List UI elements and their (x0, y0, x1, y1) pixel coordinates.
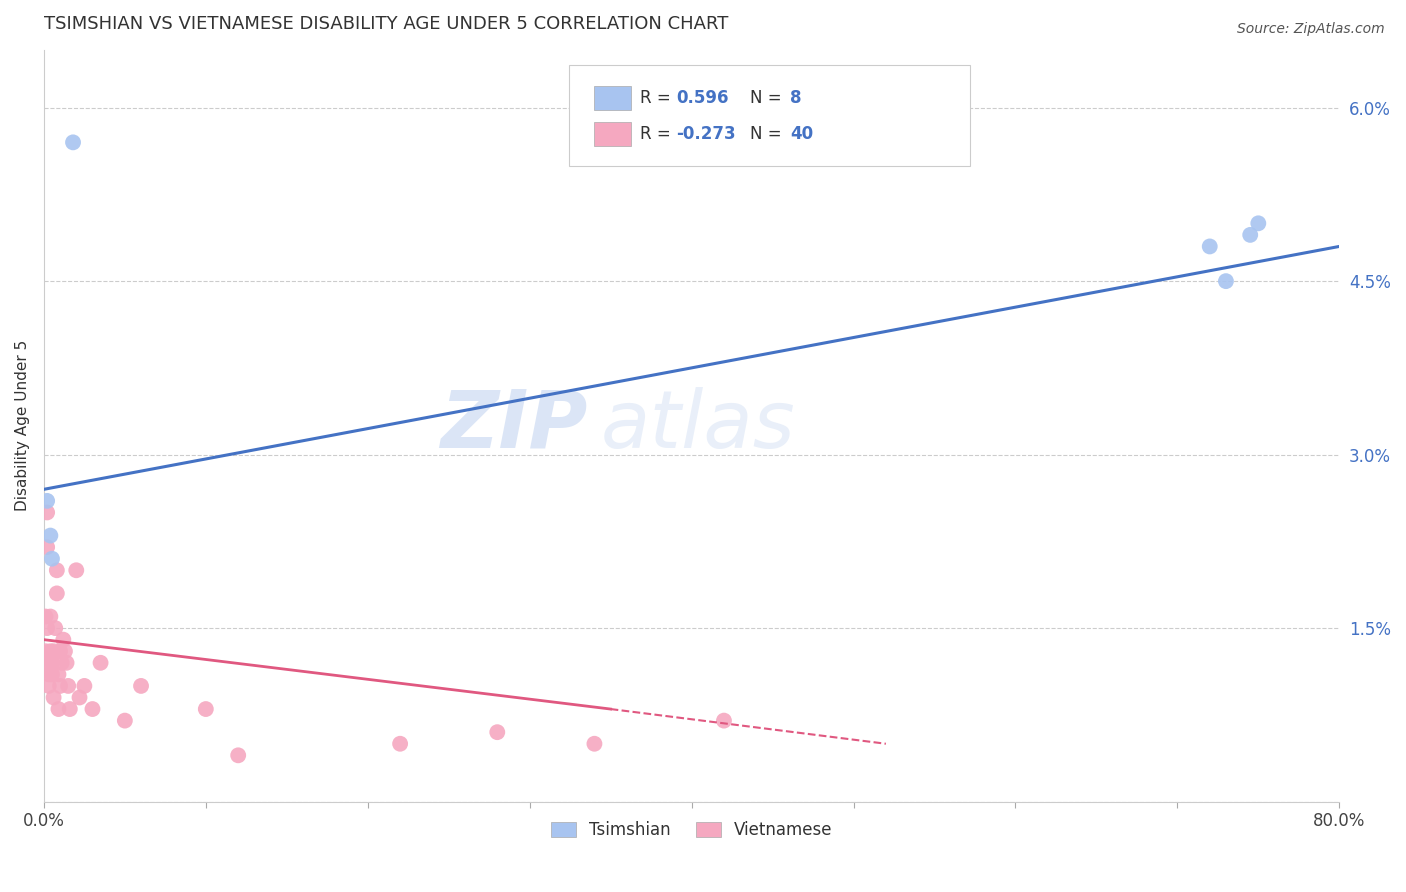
Point (62, 136, 84, 150)
Point (42, 690, 65, 705)
Bar (595, 122, 631, 146)
Point (38, 656, 60, 670)
Point (44, 621, 66, 635)
Text: N =: N = (749, 89, 787, 107)
Legend: Tsimshian, Vietnamese: Tsimshian, Vietnamese (544, 814, 839, 846)
Point (194, 702, 217, 716)
Y-axis label: Disability Age Under 5: Disability Age Under 5 (15, 340, 30, 511)
Point (55, 656, 77, 670)
Text: N =: N = (749, 125, 787, 143)
Text: R =: R = (640, 125, 676, 143)
Point (389, 737, 412, 751)
Point (82, 702, 104, 716)
Point (73, 679, 96, 693)
Text: -0.273: -0.273 (676, 125, 735, 143)
Text: ZIP: ZIP (440, 387, 588, 465)
Point (486, 725, 509, 739)
Point (713, 714, 735, 728)
FancyBboxPatch shape (568, 65, 970, 166)
Point (583, 737, 606, 751)
Point (65, 563, 87, 577)
Point (1198, 239, 1220, 253)
Point (129, 679, 152, 693)
Point (48, 667, 70, 681)
Point (37, 540, 59, 554)
Point (38, 667, 60, 681)
Point (41, 551, 63, 566)
Text: 0.596: 0.596 (676, 89, 728, 107)
Point (41, 667, 63, 681)
Point (39, 609, 62, 624)
Text: 40: 40 (790, 125, 813, 143)
Point (39, 528, 62, 542)
Point (90, 656, 112, 670)
Point (39, 644, 62, 658)
Point (37, 621, 59, 635)
Point (48, 702, 70, 716)
Point (49, 644, 72, 658)
Point (41, 656, 63, 670)
Point (42, 644, 65, 658)
Text: 8: 8 (790, 89, 801, 107)
Point (38, 679, 60, 693)
Point (37, 505, 59, 519)
Point (56, 679, 79, 693)
Point (34, 644, 56, 658)
Point (51, 656, 73, 670)
Point (1239, 227, 1261, 242)
Point (1247, 216, 1270, 230)
Point (1215, 274, 1237, 288)
Point (52, 632, 75, 647)
Text: Source: ZipAtlas.com: Source: ZipAtlas.com (1237, 22, 1385, 37)
Point (226, 748, 249, 763)
Bar (595, 86, 631, 110)
Point (49, 679, 72, 693)
Point (114, 714, 136, 728)
Text: TSIMSHIAN VS VIETNAMESE DISABILITY AGE UNDER 5 CORRELATION CHART: TSIMSHIAN VS VIETNAMESE DISABILITY AGE U… (44, 15, 728, 33)
Point (69, 690, 91, 705)
Point (53, 644, 76, 658)
Point (45, 586, 67, 600)
Point (45, 563, 67, 577)
Point (37, 494, 59, 508)
Point (59, 702, 82, 716)
Point (34, 609, 56, 624)
Text: atlas: atlas (600, 387, 796, 465)
Text: R =: R = (640, 89, 676, 107)
